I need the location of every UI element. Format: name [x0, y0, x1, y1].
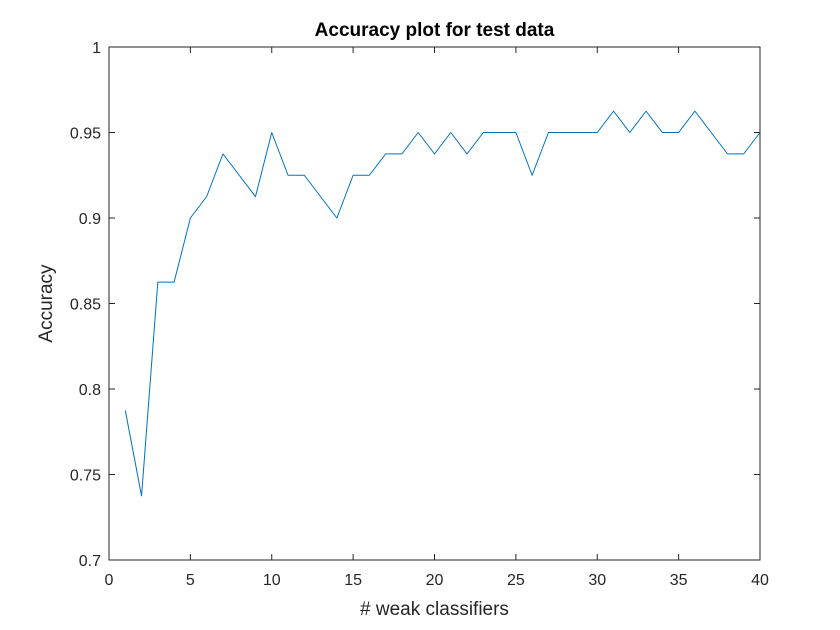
y-tick-label: 0.75: [70, 468, 101, 485]
x-tick-label: 0: [105, 572, 114, 589]
tick-labels: 0 5 10 15 20 25 30 35 40 0.7 0.75 0.8 0.85 0.9 0.95 1: [70, 40, 769, 589]
y-tick-label: 0.9: [79, 211, 101, 228]
x-tick-label: 10: [263, 572, 281, 589]
chart-title: Accuracy plot for test data: [315, 20, 555, 41]
x-axis-label: # weak classifiers: [360, 599, 509, 620]
y-tick-label: 0.7: [79, 553, 101, 570]
x-tick-label: 5: [186, 572, 195, 589]
x-tick-label: 15: [344, 572, 362, 589]
x-tick-label: 40: [751, 572, 769, 589]
y-tick-label: 0.8: [79, 382, 101, 399]
x-tick-label: 30: [588, 572, 606, 589]
y-axis-label: Accuracy: [36, 264, 57, 343]
tick-marks: [108, 46, 761, 561]
series-line-accuracy: [124, 110, 761, 497]
x-tick-label: 35: [670, 572, 688, 589]
x-tick-label: 20: [426, 572, 444, 589]
x-tick-label: 25: [507, 572, 525, 589]
y-tick-label: 0.95: [70, 126, 101, 143]
y-tick-label: 0.85: [70, 297, 101, 314]
plot-area: [108, 46, 761, 561]
y-tick-label: 1: [92, 40, 101, 57]
